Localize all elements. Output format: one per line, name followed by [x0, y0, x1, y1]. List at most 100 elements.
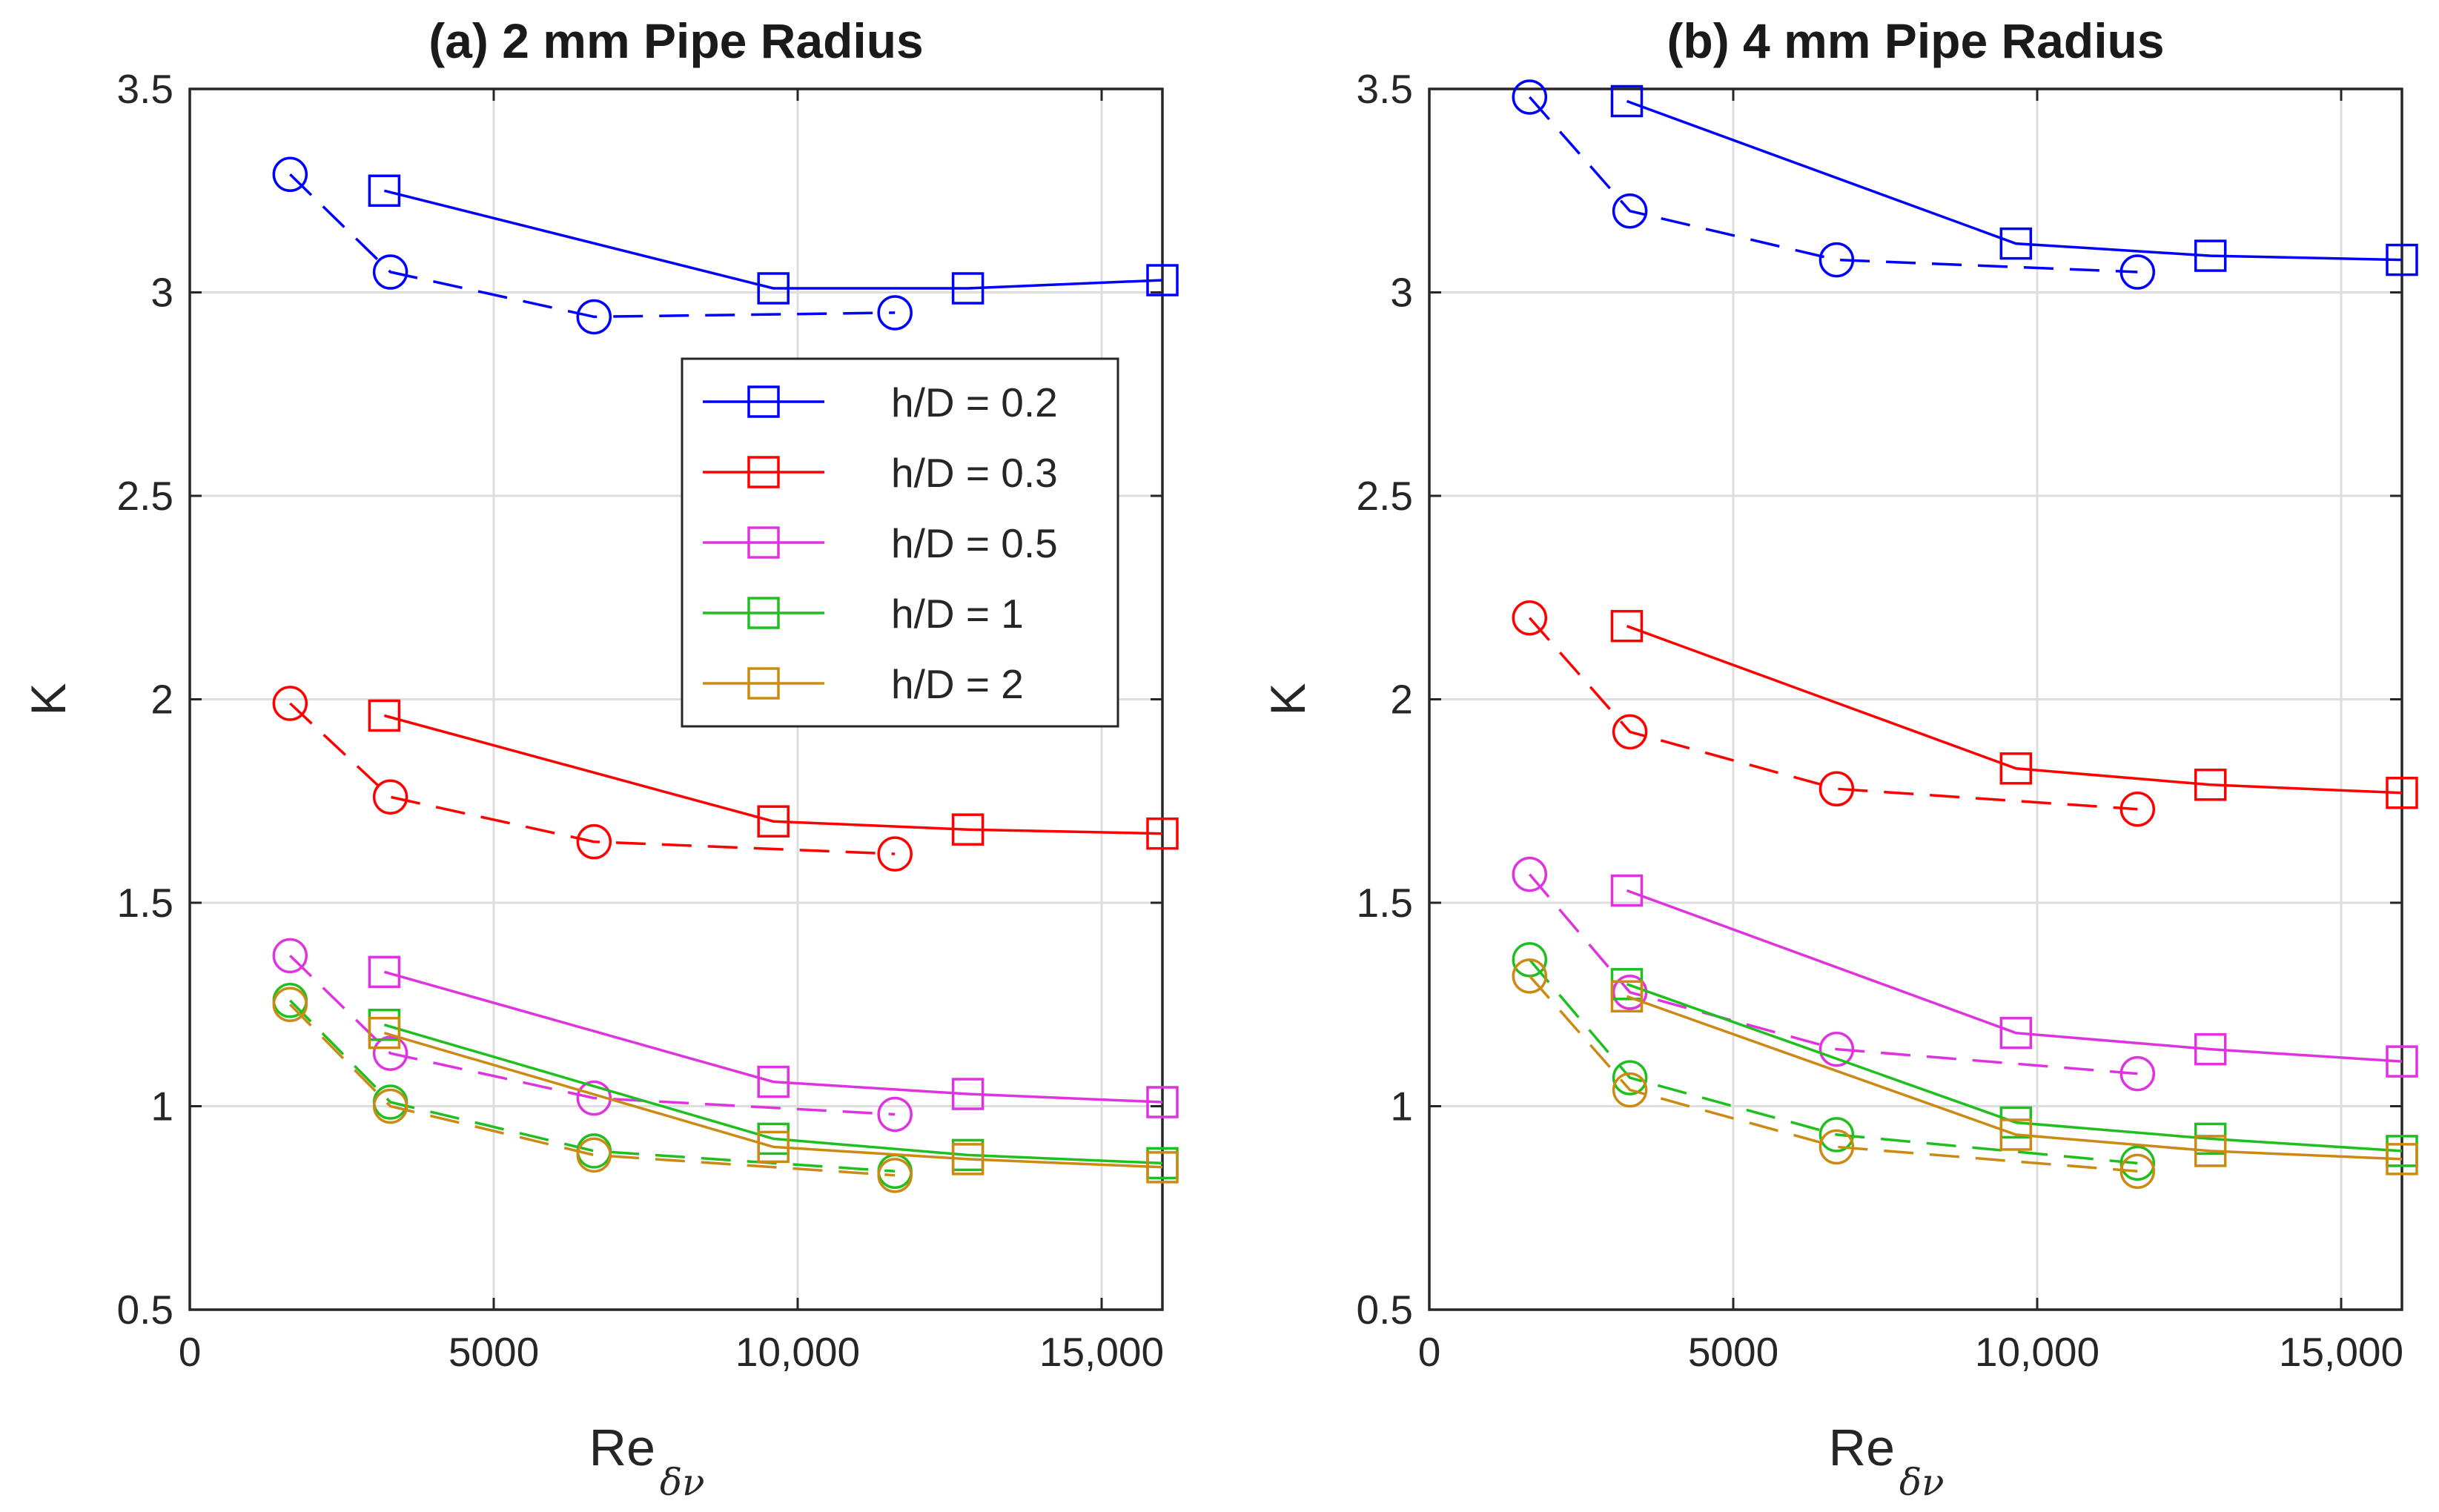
series-line — [1626, 625, 2403, 795]
data-point-square — [2386, 1045, 2418, 1078]
data-point-circle — [2119, 254, 2156, 290]
chart-panel-0: 0 5000 10,000 15,000 0.5 1 1.5 2 2.5 3 3.5 (a) 2 mm… — [21, 13, 1179, 1504]
data-point-circle — [576, 1137, 612, 1173]
data-point-circle — [1512, 856, 1548, 892]
data-point-square — [951, 813, 984, 846]
legend-marker — [747, 526, 780, 559]
data-point-square — [1999, 1016, 2033, 1050]
x-tick-label: 15,000 — [2279, 1329, 2403, 1375]
data-point-square — [2386, 777, 2418, 809]
y-tick-label: 2 — [1390, 677, 1413, 723]
data-point-square — [1146, 1151, 1179, 1184]
series-3 — [272, 686, 913, 872]
series-0 — [1610, 84, 2418, 276]
data-point-circle — [877, 295, 913, 331]
series-line — [289, 999, 896, 1173]
y-tick-label: 2 — [150, 677, 173, 723]
y-tick-label: 1 — [1390, 1084, 1413, 1130]
data-point-circle — [1612, 1072, 1648, 1108]
series-line — [383, 970, 1163, 1104]
data-point-circle — [1819, 771, 1855, 807]
data-point-circle — [2119, 1055, 2156, 1092]
x-tick-label: 5000 — [449, 1329, 539, 1375]
data-point-circle — [272, 987, 308, 1022]
data-point-square — [951, 272, 984, 305]
series-line — [1528, 617, 2138, 811]
data-point-square — [757, 1065, 790, 1098]
series-1 — [272, 156, 913, 335]
data-point-square — [1610, 980, 1644, 1013]
series-line — [1626, 983, 2403, 1153]
data-point-square — [1999, 752, 2033, 785]
y-axis-label: K — [1260, 683, 1315, 715]
series-line — [1528, 873, 2138, 1075]
x-axis-label-subscript: δν — [1899, 1461, 1945, 1504]
series-line — [289, 702, 896, 855]
y-tick-label: 1 — [150, 1084, 173, 1130]
y-tick-label: 2.5 — [117, 473, 173, 519]
legend-label: h/D = 0.3 — [891, 450, 1058, 496]
legend-label: h/D = 0.5 — [891, 520, 1058, 566]
y-tick-label: 3 — [1390, 270, 1413, 316]
data-point-square — [2194, 1032, 2227, 1066]
y-tick-label: 2.5 — [1357, 473, 1413, 519]
data-point-square — [1146, 264, 1179, 296]
data-point-square — [757, 1130, 790, 1164]
y-tick-label: 3.5 — [117, 66, 173, 112]
series-8 — [368, 1016, 1179, 1184]
y-tick-label: 3.5 — [1357, 66, 1413, 112]
data-point-circle — [1612, 714, 1648, 750]
data-point-square — [951, 1078, 984, 1110]
data-point-circle — [1612, 1060, 1648, 1095]
data-point-circle — [272, 156, 308, 193]
data-point-circle — [372, 1035, 408, 1071]
axes-box — [1428, 87, 2403, 1311]
data-point-square — [757, 272, 790, 305]
data-point-circle — [1819, 242, 1855, 278]
data-point-circle — [1819, 1031, 1855, 1067]
y-tick-label: 3 — [150, 270, 173, 316]
x-axis-label: Re — [1829, 1419, 1895, 1476]
data-point-square — [2386, 1143, 2418, 1176]
x-tick-label: 15,000 — [1039, 1329, 1164, 1375]
data-point-square — [757, 805, 790, 838]
x-tick-label: 10,000 — [1975, 1329, 2099, 1375]
series-line — [1626, 99, 2403, 262]
series-line — [1528, 958, 2138, 1165]
data-point-circle — [1512, 79, 1548, 115]
series-line — [383, 714, 1163, 835]
series-line — [1626, 889, 2403, 1063]
data-point-circle — [272, 686, 308, 721]
series-line — [289, 173, 896, 319]
data-point-circle — [877, 1096, 913, 1133]
data-point-square — [368, 174, 401, 207]
data-point-circle — [272, 938, 308, 974]
data-point-square — [951, 1143, 984, 1176]
series-line — [383, 189, 1163, 290]
legend-marker — [747, 385, 780, 418]
data-point-circle — [576, 823, 612, 860]
x-tick-label: 5000 — [1688, 1329, 1778, 1375]
series-line — [383, 1024, 1163, 1165]
data-point-circle — [372, 779, 408, 815]
data-point-square — [1146, 817, 1179, 850]
data-point-square — [368, 699, 401, 732]
legend-marker — [747, 456, 780, 488]
y-axis-label: K — [21, 683, 76, 715]
series-2 — [1610, 609, 2418, 809]
y-tick-label: 0.5 — [117, 1287, 173, 1333]
data-point-square — [2386, 243, 2418, 276]
chart-panel-1: 0 5000 10,000 15,000 0.5 1 1.5 2 2.5 3 3.5 (b) 4 mm… — [1260, 13, 2418, 1504]
data-point-square — [2194, 769, 2227, 801]
data-point-circle — [2119, 1153, 2156, 1190]
series-2 — [368, 699, 1179, 850]
data-point-circle — [1819, 1129, 1855, 1165]
data-point-square — [1610, 84, 1644, 118]
data-point-square — [2194, 239, 2227, 272]
x-tick-label: 10,000 — [735, 1329, 860, 1375]
axes-box — [188, 87, 1164, 1311]
data-point-square — [1610, 874, 1644, 907]
series-line — [383, 1032, 1163, 1169]
series-4 — [1610, 874, 2418, 1078]
data-point-circle — [877, 836, 913, 872]
